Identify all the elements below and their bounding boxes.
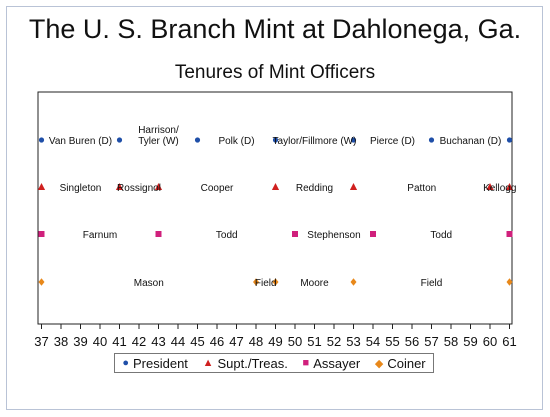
assayer-label-2: Stephenson: [307, 230, 360, 241]
assayer-point-4: [506, 231, 513, 237]
coiner-point-1: [253, 278, 259, 286]
coiner-label-2: Moore: [300, 278, 329, 289]
president-point-3: [272, 137, 279, 143]
assayer-point-0: [38, 231, 45, 237]
assayer-point-2: [292, 231, 298, 237]
coiner-point-3: [350, 278, 357, 286]
legend-label: Coiner: [387, 355, 426, 371]
x-tick-label-44: 44: [171, 334, 185, 349]
president-point-0: [38, 137, 45, 143]
assayer-label-0: Farnum: [83, 230, 117, 241]
assayer-point-3: [370, 231, 376, 237]
x-tick-label-55: 55: [385, 334, 399, 349]
president-label-5: Buchanan (D): [440, 136, 502, 147]
legend-label: Assayer: [313, 355, 361, 371]
supt-treas--label-0: Singleton: [60, 183, 102, 194]
president-label-0: Van Buren (D): [49, 136, 112, 147]
x-tick-label-52: 52: [327, 334, 341, 349]
plot-area: [37, 91, 513, 325]
coiner-label-3: Field: [421, 278, 443, 289]
x-tick-label-59: 59: [463, 334, 477, 349]
legend-item-coiner: ◆ Coiner: [375, 356, 426, 371]
legend-marker-diamond-icon: ◆: [374, 357, 384, 370]
x-tick-label-43: 43: [151, 334, 165, 349]
x-tick-label-54: 54: [366, 334, 380, 349]
x-tick-label-42: 42: [132, 334, 146, 349]
x-tick-label-39: 39: [73, 334, 87, 349]
x-tick-label-45: 45: [190, 334, 204, 349]
supt-treas--label-3: Redding: [296, 183, 333, 194]
legend-item-supt-treas-: ▲ Supt./Treas.: [203, 356, 288, 371]
x-tick-label-60: 60: [483, 334, 497, 349]
president-label-2: Polk (D): [218, 136, 254, 147]
legend-item-assayer: ■ Assayer: [303, 356, 361, 371]
chart-subtitle: Tenures of Mint Officers: [174, 62, 376, 83]
coiner-point-0: [38, 278, 45, 286]
legend-label: Supt./Treas.: [217, 355, 288, 371]
legend: ● President ▲ Supt./Treas. ■ Assayer ◆ Coiner: [114, 353, 434, 373]
coiner-point-2: [272, 278, 279, 286]
x-tick-label-50: 50: [288, 334, 302, 349]
x-tick-label-56: 56: [405, 334, 419, 349]
president-label-4: Pierce (D): [370, 136, 415, 147]
president-point-5: [428, 137, 435, 143]
supt-treas--point-4: [349, 183, 358, 190]
assayer-label-3: Todd: [430, 230, 452, 241]
x-tick-label-40: 40: [93, 334, 107, 349]
x-tick-label-37: 37: [34, 334, 48, 349]
x-tick-label-48: 48: [249, 334, 263, 349]
supt-treas--label-5: Kellogg: [483, 183, 516, 194]
x-tick-label-53: 53: [346, 334, 360, 349]
legend-item-president: ● President: [122, 356, 188, 371]
supt-treas--point-1: [115, 183, 124, 190]
president-label-1: Harrison/Tyler (W): [138, 125, 179, 147]
president-point-4: [350, 137, 357, 143]
supt-treas--label-2: Cooper: [201, 183, 234, 194]
slide-border: [6, 6, 543, 410]
assayer-point-1: [155, 231, 162, 237]
coiner-label-0: Mason: [134, 278, 164, 289]
x-tick-label-57: 57: [424, 334, 438, 349]
legend-label: President: [133, 355, 188, 371]
president-point-1: [116, 137, 123, 143]
x-tick-label-51: 51: [307, 334, 321, 349]
assayer-label-1: Todd: [216, 230, 238, 241]
supt-treas--point-5: [486, 183, 494, 190]
x-tick-label-49: 49: [268, 334, 282, 349]
legend-marker-triangle-icon: ▲: [202, 357, 214, 369]
supt-treas--point-6: [505, 183, 514, 190]
x-tick-label-41: 41: [112, 334, 126, 349]
page-title: The U. S. Branch Mint at Dahlonega, Ga.: [28, 14, 522, 44]
x-tick-label-47: 47: [229, 334, 243, 349]
x-tick-label-61: 61: [502, 334, 516, 349]
coiner-label-1: Field: [255, 278, 277, 289]
supt-treas--point-3: [271, 183, 280, 190]
president-point-6: [506, 137, 513, 143]
legend-marker-square-icon: ■: [302, 357, 310, 369]
x-tick-label-38: 38: [54, 334, 68, 349]
legend-marker-circle-icon: ●: [122, 357, 129, 369]
supt-treas--label-1: Rossignol: [117, 183, 161, 194]
supt-treas--point-0: [37, 183, 46, 190]
x-tick-label-58: 58: [444, 334, 458, 349]
supt-treas--point-2: [154, 183, 163, 190]
president-label-3: Taylor/Fillmore (W): [273, 136, 357, 147]
president-point-2: [194, 137, 201, 143]
x-tick-label-46: 46: [210, 334, 224, 349]
supt-treas--label-4: Patton: [407, 183, 436, 194]
coiner-point-4: [506, 278, 513, 286]
